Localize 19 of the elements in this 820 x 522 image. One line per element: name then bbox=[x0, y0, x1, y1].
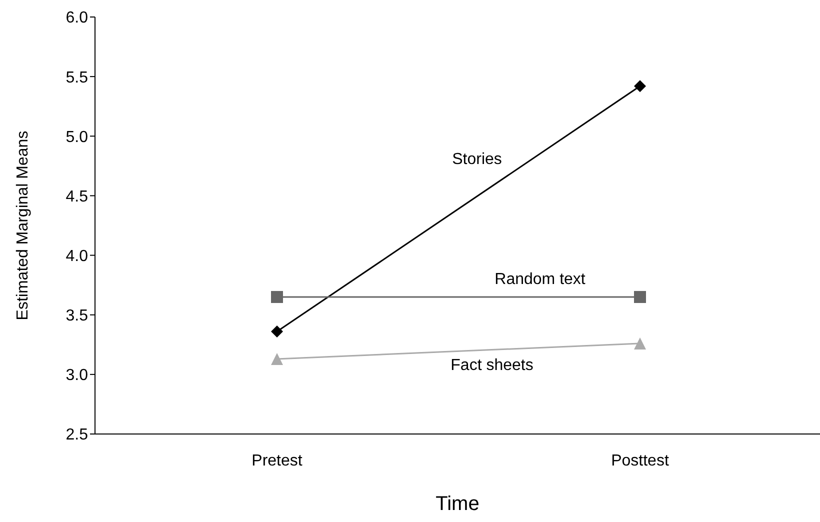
y-tick-label: 5.0 bbox=[66, 128, 88, 146]
point bbox=[271, 290, 283, 303]
y-tick-label: 3.5 bbox=[66, 308, 88, 325]
x-axis-title: Time bbox=[436, 493, 480, 515]
y-tick-label: 4.0 bbox=[66, 248, 88, 265]
x-tick-label: Pretest bbox=[252, 452, 303, 470]
point bbox=[634, 290, 646, 303]
point bbox=[271, 326, 283, 338]
series-label: Stories bbox=[452, 150, 502, 168]
y-tick-label: 2.5 bbox=[66, 426, 88, 444]
series-label: Random text bbox=[494, 271, 586, 288]
y-tick-label: 4.5 bbox=[66, 188, 88, 206]
point bbox=[634, 80, 646, 92]
y-tick-label: 3.0 bbox=[66, 367, 88, 384]
x-tick-label: Posttest bbox=[611, 452, 670, 470]
y-axis-title: Estimated Marginal Means bbox=[14, 130, 32, 320]
y-tick-label: 6.0 bbox=[66, 10, 88, 27]
series-label: Fact sheets bbox=[450, 357, 534, 374]
y-tick-label: 5.5 bbox=[66, 69, 88, 86]
